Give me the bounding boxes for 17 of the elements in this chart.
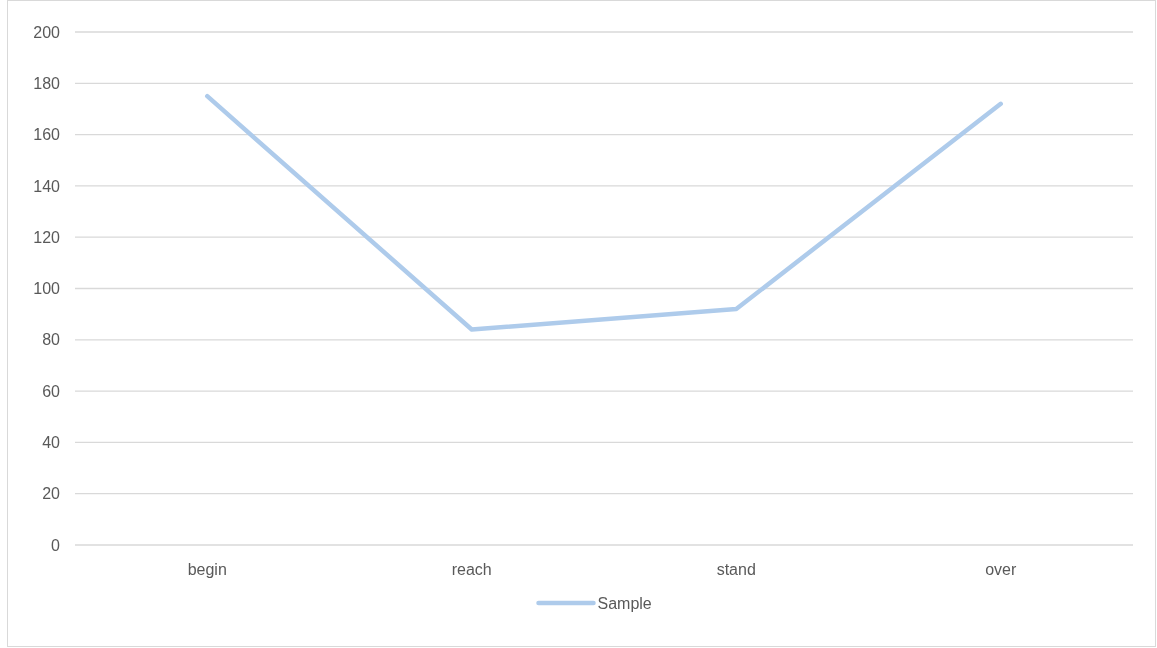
- y-tick-label: 100: [33, 280, 61, 298]
- x-tick-label: over: [985, 561, 1017, 578]
- y-tick-label: 180: [33, 74, 61, 92]
- x-tick-label: reach: [451, 561, 492, 578]
- y-tick-label: 140: [33, 177, 61, 195]
- x-tick-label: begin: [187, 561, 227, 578]
- y-tick-label: 20: [42, 485, 61, 503]
- line-series: [205, 93, 1003, 332]
- y-tick-label: 200: [33, 23, 61, 41]
- legend-label: Sample: [597, 594, 652, 612]
- y-tick-label: 120: [33, 228, 61, 246]
- y-tick-label: 80: [42, 331, 61, 349]
- y-tick-label: 0: [51, 536, 61, 554]
- y-tick-label: 60: [42, 382, 61, 400]
- y-tick-label: 160: [33, 126, 61, 144]
- x-tick-label: stand: [716, 561, 756, 578]
- y-tick-label: 40: [42, 434, 61, 451]
